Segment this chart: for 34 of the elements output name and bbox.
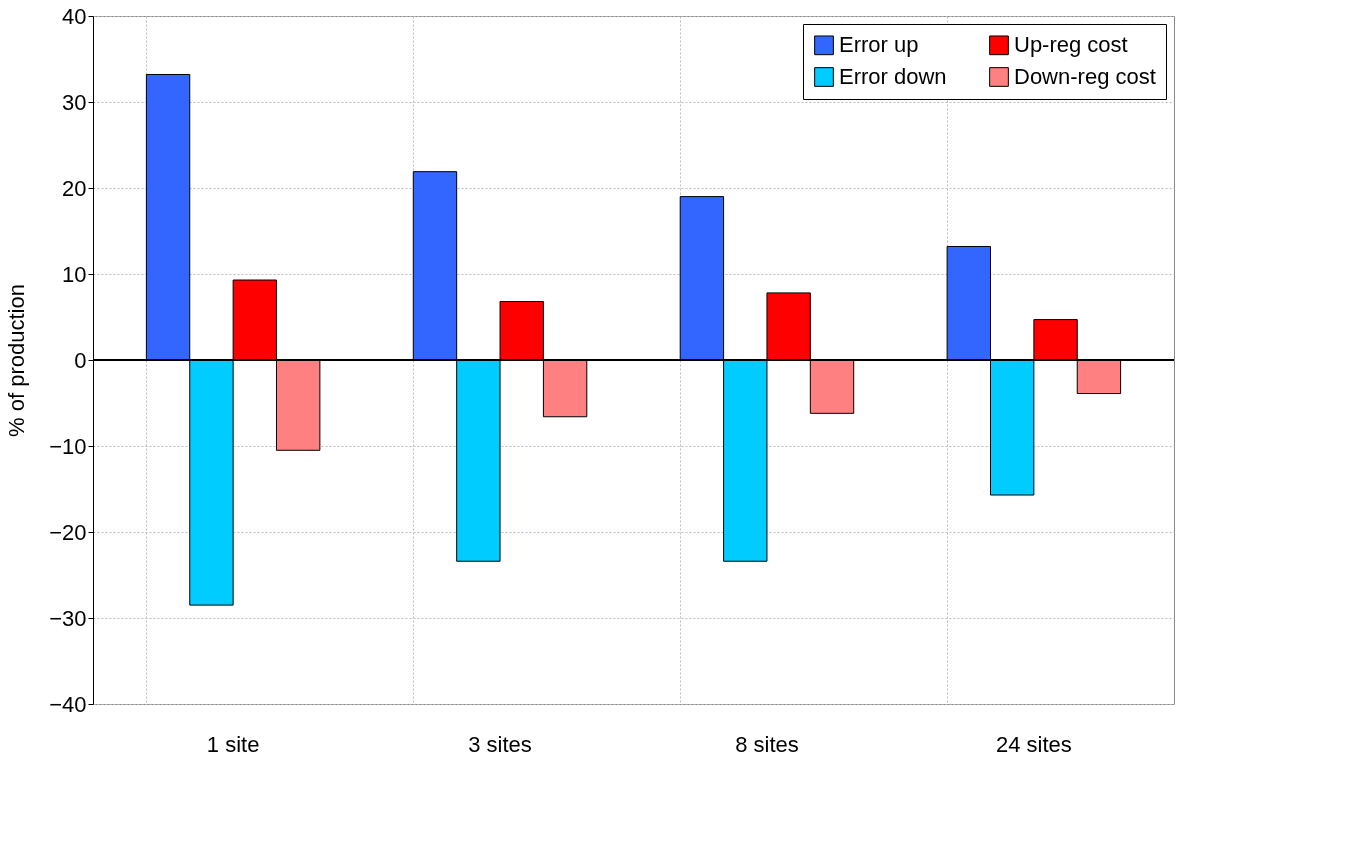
legend-label: Down-reg cost	[1014, 64, 1156, 89]
legend-label: Up-reg cost	[1014, 32, 1128, 58]
bar	[990, 359, 1035, 496]
y-tick-label: −20	[49, 519, 87, 545]
bar	[232, 279, 277, 361]
y-axis-title: % of production	[4, 284, 30, 437]
bar	[542, 359, 588, 418]
y-tick-label: −40	[49, 691, 87, 717]
x-tick-label: 1 site	[206, 731, 260, 757]
bar	[412, 171, 458, 361]
y-tick-label: −30	[49, 605, 87, 631]
bar	[499, 301, 544, 361]
legend-label: Error up	[839, 32, 919, 58]
bar	[679, 196, 725, 361]
y-tick-label: −10	[49, 433, 87, 459]
y-tick-label: 20	[62, 175, 87, 201]
y-tick-label: 0	[74, 347, 87, 373]
x-tick-label: 8 sites	[735, 731, 799, 757]
x-tick-label: 3 sites	[468, 731, 532, 757]
x-tick-label: 24 sites	[995, 731, 1072, 757]
bar	[189, 359, 234, 606]
bar	[456, 359, 501, 562]
bar	[766, 292, 811, 361]
bar	[145, 73, 191, 361]
bar	[809, 359, 855, 414]
y-tick-label: 40	[62, 3, 87, 29]
bar	[1076, 359, 1122, 395]
bar	[946, 245, 991, 361]
bar	[723, 359, 768, 562]
legend-label: Error down	[839, 64, 947, 89]
y-tick-label: 30	[62, 89, 87, 115]
bar	[1033, 319, 1078, 361]
bar	[276, 359, 321, 451]
y-tick-label: 10	[62, 261, 87, 287]
